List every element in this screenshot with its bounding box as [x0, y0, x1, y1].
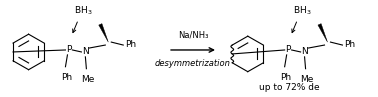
Text: P: P	[66, 45, 71, 55]
Text: BH$_3$: BH$_3$	[74, 4, 93, 17]
Text: up to 72% de: up to 72% de	[259, 83, 320, 92]
Text: P: P	[285, 45, 290, 55]
Text: N: N	[301, 47, 308, 56]
Text: Ph: Ph	[344, 40, 355, 49]
Text: Na/NH₃: Na/NH₃	[178, 31, 208, 40]
Text: Ph: Ph	[125, 40, 136, 49]
Text: Ph: Ph	[61, 73, 72, 82]
Text: Me: Me	[300, 75, 313, 84]
Text: Me: Me	[81, 75, 94, 84]
Text: BH$_3$: BH$_3$	[293, 4, 312, 17]
Text: Ph: Ph	[280, 73, 291, 82]
Text: N: N	[82, 47, 89, 56]
Text: desymmetrization: desymmetrization	[155, 59, 231, 68]
Polygon shape	[318, 24, 327, 42]
Polygon shape	[99, 24, 108, 42]
